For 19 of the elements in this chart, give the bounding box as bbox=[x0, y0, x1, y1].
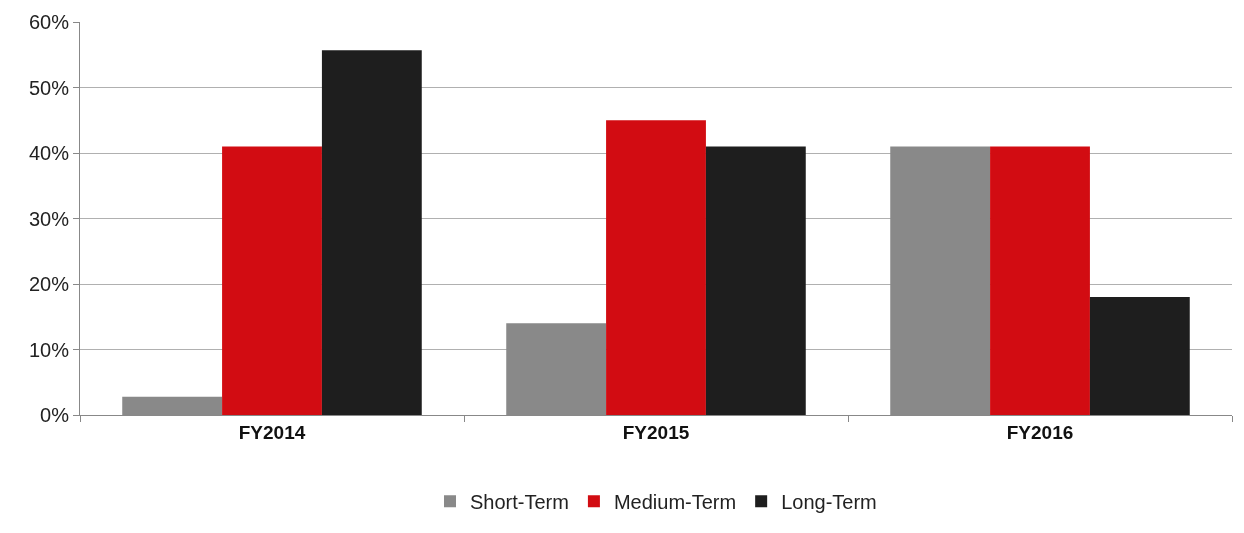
legend-label: Short-Term bbox=[470, 491, 569, 514]
bar bbox=[705, 146, 806, 415]
legend-label: Medium-Term bbox=[613, 491, 737, 514]
y-tick-label: 10% bbox=[28, 338, 70, 361]
y-tick-label: 50% bbox=[28, 76, 70, 99]
y-tick-label: 0% bbox=[40, 404, 70, 426]
bar bbox=[321, 50, 422, 415]
bar bbox=[222, 146, 322, 415]
y-tick-label: 40% bbox=[28, 142, 70, 164]
y-tick-label: 60% bbox=[28, 11, 70, 33]
x-tick-label: FY2014 bbox=[238, 421, 306, 443]
bar bbox=[1089, 297, 1190, 415]
bar bbox=[990, 146, 1090, 415]
y-tick-label: 20% bbox=[28, 273, 70, 295]
y-tick-label: 30% bbox=[28, 207, 70, 230]
bar bbox=[606, 120, 706, 415]
x-tick-label: FY2016 bbox=[1006, 421, 1074, 443]
x-tick-label: FY2015 bbox=[622, 421, 690, 443]
legend-label: Long-Term bbox=[781, 491, 877, 514]
